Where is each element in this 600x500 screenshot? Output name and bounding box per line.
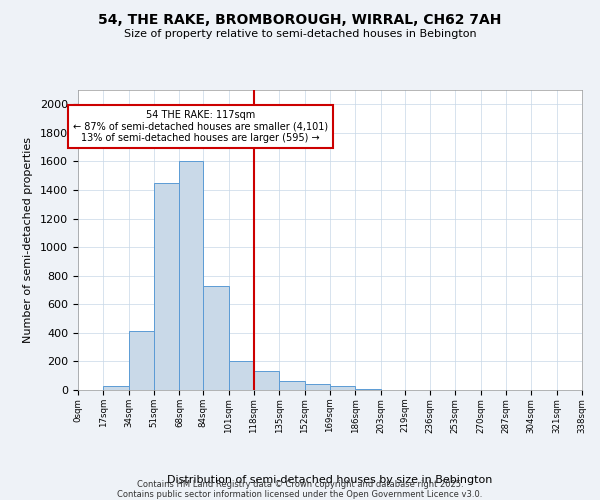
Text: Size of property relative to semi-detached houses in Bebington: Size of property relative to semi-detach… bbox=[124, 29, 476, 39]
Y-axis label: Number of semi-detached properties: Number of semi-detached properties bbox=[23, 137, 33, 343]
Bar bbox=[229, 362, 254, 390]
Bar bbox=[330, 386, 355, 390]
Text: 54, THE RAKE, BROMBOROUGH, WIRRAL, CH62 7AH: 54, THE RAKE, BROMBOROUGH, WIRRAL, CH62 … bbox=[98, 12, 502, 26]
Bar bbox=[103, 386, 128, 390]
Bar bbox=[179, 162, 203, 390]
Bar bbox=[305, 384, 330, 390]
Bar bbox=[254, 372, 280, 390]
Text: 54 THE RAKE: 117sqm
← 87% of semi-detached houses are smaller (4,101)
13% of sem: 54 THE RAKE: 117sqm ← 87% of semi-detach… bbox=[73, 110, 328, 143]
Bar bbox=[128, 332, 154, 390]
Bar bbox=[280, 380, 305, 390]
Text: Distribution of semi-detached houses by size in Bebington: Distribution of semi-detached houses by … bbox=[167, 475, 493, 485]
Bar bbox=[154, 183, 179, 390]
Bar bbox=[203, 286, 229, 390]
Text: Contains HM Land Registry data © Crown copyright and database right 2025.
Contai: Contains HM Land Registry data © Crown c… bbox=[118, 480, 482, 499]
